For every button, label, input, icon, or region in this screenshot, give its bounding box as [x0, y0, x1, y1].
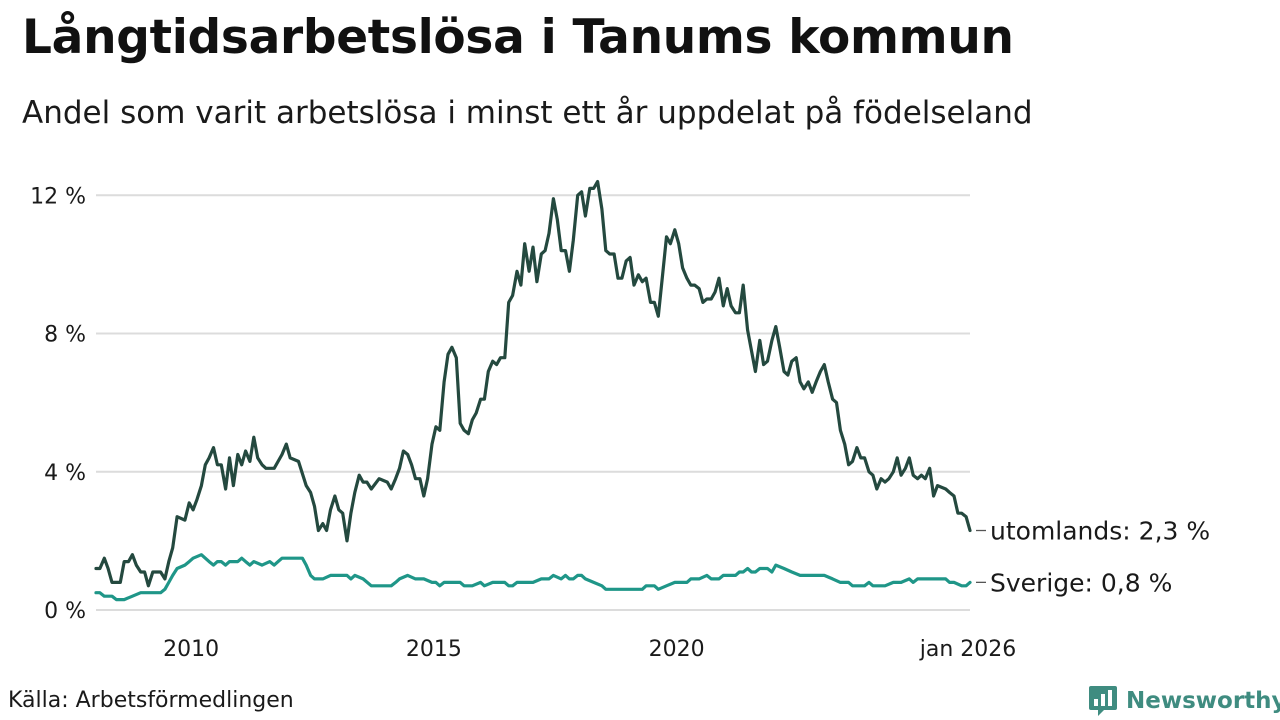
brand-name: Newsworthy — [1126, 688, 1280, 714]
y-tick-label: 12 % — [30, 184, 86, 209]
x-axis-ticks: 2010 2015 2020 jan 2026 — [163, 637, 1016, 662]
chart-title: Långtidsarbetslösa i Tanums kommun — [22, 10, 1014, 65]
end-label-sverige: Sverige: 0,8 % — [990, 568, 1172, 597]
chart-subtitle: Andel som varit arbetslösa i minst ett å… — [22, 95, 1033, 131]
y-tick-label: 4 % — [44, 461, 86, 486]
series-line-sverige — [94, 553, 972, 602]
gridlines — [96, 194, 970, 611]
end-label-utomlands: utomlands: 2,3 % — [990, 517, 1210, 546]
y-tick-label: 0 % — [44, 599, 86, 624]
x-tick-label: jan 2026 — [919, 637, 1017, 662]
newsworthy-icon — [1089, 686, 1117, 716]
series-lines — [94, 179, 972, 602]
source-note: Källa: Arbetsförmedlingen — [8, 688, 294, 713]
x-tick-label: 2010 — [163, 637, 219, 662]
series-end-labels: utomlands: 2,3 % Sverige: 0,8 % — [976, 517, 1210, 597]
x-tick-label: 2020 — [649, 637, 705, 662]
x-tick-label: 2015 — [406, 637, 462, 662]
newsworthy-logo: Newsworthy — [1088, 684, 1280, 718]
y-axis-ticks: 0 % 4 % 8 % 12 % — [30, 184, 86, 624]
y-tick-label: 8 % — [44, 323, 86, 348]
series-line-utomlands — [94, 179, 972, 588]
